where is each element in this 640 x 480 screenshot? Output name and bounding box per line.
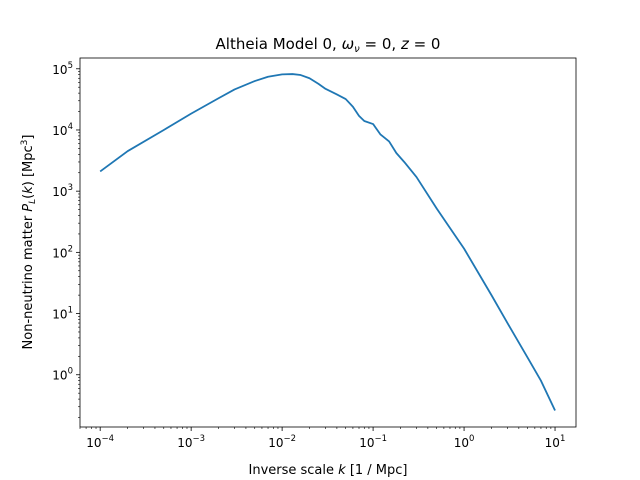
x-axis-ticks: 10−4 10−3 10−2 10−1 100 101	[79, 427, 566, 450]
x-tick-label: 101	[545, 434, 566, 450]
y-axis-ticks: 100 101 102 103 104 105	[52, 61, 80, 418]
y-tick-label: 101	[52, 306, 73, 322]
series-line-0	[99, 73, 556, 411]
x-tick-label: 10−1	[359, 434, 387, 450]
y-axis-label: Non-neutrino matter PL(k) [Mpc3]	[20, 135, 38, 350]
y-tick-label: 100	[52, 367, 73, 383]
y-tick-label: 104	[52, 122, 73, 138]
plot-frame	[79, 57, 577, 428]
chart-title: Altheia Model 0, ων = 0, z = 0	[216, 35, 441, 55]
y-tick-label: 102	[52, 244, 73, 260]
y-tick-label: 105	[52, 61, 73, 77]
x-tick-label: 10−3	[177, 434, 205, 450]
x-tick-label: 10−2	[268, 434, 296, 450]
plot-background	[80, 58, 576, 427]
x-axis-label: Inverse scale k [1 / Mpc]	[249, 463, 408, 478]
x-tick-label: 10−4	[86, 434, 114, 450]
x-tick-label: 100	[454, 434, 475, 450]
y-tick-label: 103	[52, 183, 73, 199]
series-layer	[99, 73, 556, 411]
